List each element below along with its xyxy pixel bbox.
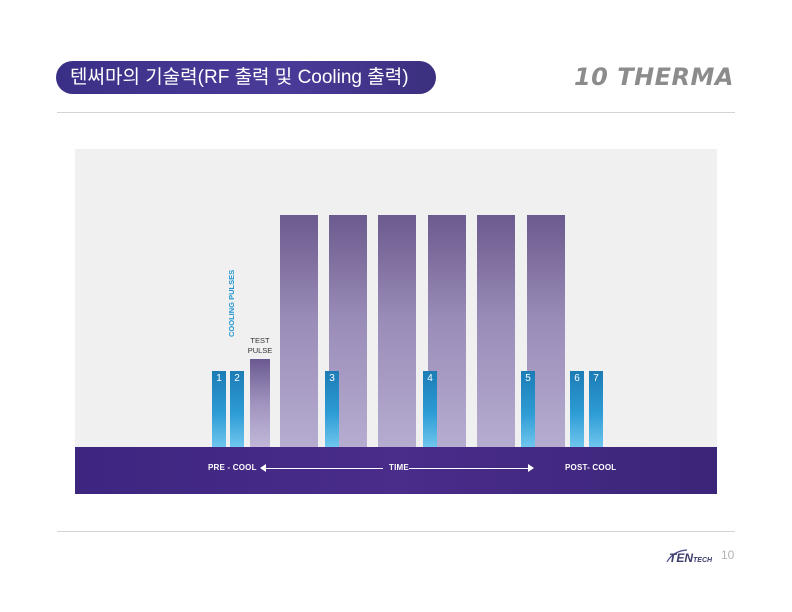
svg-text:TECH: TECH xyxy=(693,557,713,564)
cooling-pulse-bar: 3 xyxy=(325,371,339,447)
test-pulse-label-line1: TEST xyxy=(250,336,270,345)
rf-pulse-bar xyxy=(477,215,515,447)
tentech-logo-icon: TEN TECH xyxy=(666,549,713,565)
cooling-pulse-number: 7 xyxy=(593,373,599,384)
timeline-arrow-line xyxy=(409,468,529,469)
cooling-pulse-number: 5 xyxy=(525,373,531,384)
rf-pulse-bar xyxy=(378,215,416,447)
cooling-pulse-bar: 1 xyxy=(212,371,226,447)
timeline-band: PRE - COOL TIME POST- COOL xyxy=(75,447,717,494)
test-pulse-bar xyxy=(250,359,270,447)
cooling-pulse-bar: 7 xyxy=(589,371,603,447)
cooling-pulse-number: 2 xyxy=(234,373,240,384)
test-pulse-label-line2: PULSE xyxy=(247,346,273,355)
cooling-pulse-bar: 5 xyxy=(521,371,535,447)
cooling-pulse-number: 4 xyxy=(427,373,433,384)
header-divider xyxy=(57,112,735,113)
pulse-timing-diagram: TEST PULSE COOLING PULSES 1 2 3 4 5 6 7 … xyxy=(75,149,717,494)
time-label: TIME xyxy=(389,463,409,472)
test-pulse-label: TEST PULSE xyxy=(246,336,274,356)
arrow-right-icon xyxy=(528,464,534,472)
cooling-pulse-number: 3 xyxy=(329,373,335,384)
arrow-left-icon xyxy=(260,464,266,472)
timeline-arrow-line xyxy=(265,468,383,469)
cooling-pulse-bar: 4 xyxy=(423,371,437,447)
cooling-pulse-bar: 2 xyxy=(230,371,244,447)
svg-text:TEN: TEN xyxy=(669,551,693,565)
cooling-pulse-number: 6 xyxy=(574,373,580,384)
post-cool-label: POST- COOL xyxy=(565,463,617,472)
footer-divider xyxy=(57,531,735,532)
pre-cool-label: PRE - COOL xyxy=(208,463,257,472)
page-title: 텐써마의 기술력(RF 출력 및 Cooling 출력) xyxy=(56,61,436,94)
cooling-pulse-bar: 6 xyxy=(570,371,584,447)
brand-logo: 10 THERMA xyxy=(573,63,734,91)
cooling-pulse-number: 1 xyxy=(216,373,222,384)
cooling-pulses-label: COOLING PULSES xyxy=(227,269,236,337)
page-number: 10 xyxy=(721,548,735,562)
rf-pulse-bar xyxy=(280,215,318,447)
